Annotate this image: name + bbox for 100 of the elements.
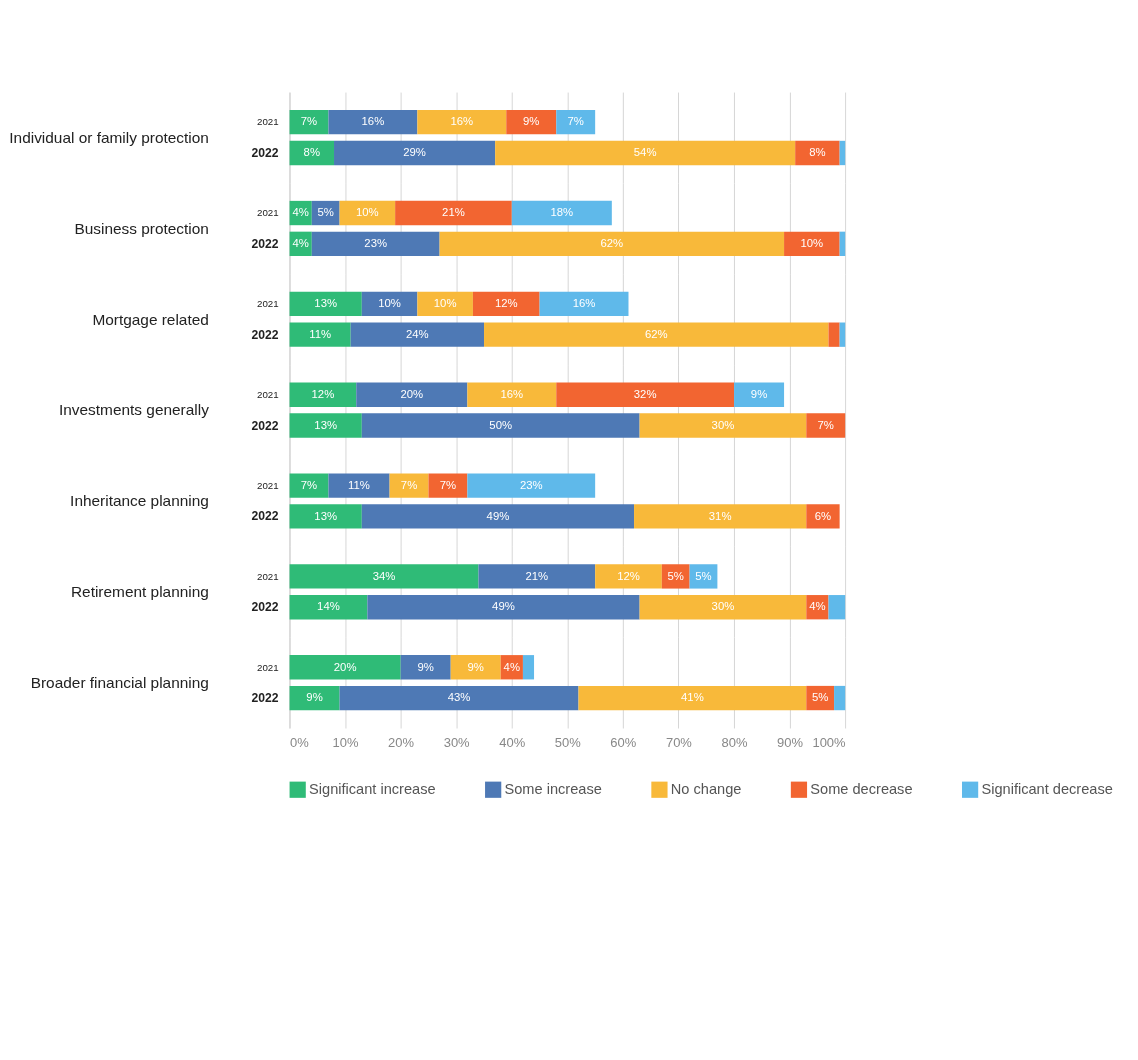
data-label: 11% (348, 478, 370, 491)
data-label: 49% (492, 600, 515, 613)
bar (522, 655, 535, 680)
data-label: 10% (378, 297, 401, 310)
bar (806, 413, 846, 438)
bar (289, 382, 357, 407)
bar (556, 382, 735, 407)
data-label: 7% (400, 478, 418, 491)
x-tick-label: 30% (443, 735, 471, 751)
bar (389, 473, 429, 498)
data-label: 10% (356, 206, 379, 219)
data-label: 62% (600, 237, 624, 250)
bar (578, 685, 807, 711)
y-tick-label: 2022 (251, 236, 279, 251)
data-label: 9% (467, 660, 484, 673)
data-label: 5% (811, 691, 829, 704)
bar (289, 291, 362, 317)
legend-label: Significant decrease (981, 780, 1113, 797)
bar (828, 322, 840, 347)
legend-label: Some increase (504, 780, 602, 797)
data-label: 23% (364, 237, 388, 250)
data-label: 13% (314, 509, 338, 522)
data-label: 21% (442, 206, 465, 219)
bar (828, 595, 846, 620)
data-label: 29% (403, 146, 426, 159)
bar (784, 231, 840, 256)
y-tick-label: 2021 (256, 298, 279, 310)
data-label: 34% (372, 569, 396, 582)
bar (539, 291, 629, 317)
data-label: 49% (486, 509, 510, 522)
x-tick-label: 40% (499, 735, 526, 751)
data-label: 9% (523, 115, 540, 128)
y-tick-label: 2022 (251, 327, 279, 342)
data-label: 9% (750, 387, 768, 400)
x-tick-label: 20% (388, 735, 415, 751)
data-label: 21% (525, 569, 549, 582)
data-label: 23% (519, 478, 543, 491)
bar (556, 110, 596, 135)
data-label: 7% (300, 115, 318, 128)
data-label: 31% (708, 509, 732, 522)
y-tick-label: 2022 (251, 600, 279, 615)
x-tick-label: 50% (554, 735, 582, 751)
data-label: 11% (309, 327, 332, 340)
bar (439, 231, 785, 256)
y-tick-label: 2021 (256, 661, 279, 673)
bar (634, 504, 807, 529)
text: Individual or family protection (9, 128, 209, 146)
x-tick-label: 60% (610, 735, 637, 751)
bar (361, 413, 640, 438)
data-label: 14% (317, 600, 340, 613)
bar (450, 655, 501, 680)
bar (417, 291, 473, 317)
data-label: 7% (439, 478, 457, 491)
data-label: 54% (633, 146, 657, 159)
x-tick-label: 100% (812, 735, 847, 751)
bar (311, 231, 440, 256)
data-label: 4% (503, 660, 521, 673)
bar (395, 200, 512, 226)
bar (795, 140, 840, 166)
data-label: 30% (711, 418, 735, 431)
bar (289, 655, 401, 680)
bar (661, 564, 690, 589)
data-label: 50% (489, 418, 513, 431)
data-label: 4% (809, 600, 826, 613)
bar (289, 564, 479, 589)
data-label: 24% (406, 327, 429, 340)
y-tick-label: 2021 (256, 479, 279, 491)
text: Business protection (74, 219, 209, 237)
bar (289, 595, 368, 620)
bar (472, 291, 540, 317)
data-label: 30% (711, 600, 735, 613)
data-label: 6% (814, 509, 832, 522)
bar (289, 473, 329, 498)
legend-label: Some decrease (810, 780, 913, 797)
data-label: 16% (450, 115, 474, 128)
legend-label: No change (670, 780, 742, 797)
text: Retirement planning (70, 583, 209, 601)
data-label: 8% (303, 146, 320, 159)
data-label: 32% (633, 387, 657, 400)
text: Inheritance planning (70, 492, 209, 510)
data-label: 16% (572, 297, 596, 310)
x-tick-label: 0% (289, 735, 310, 751)
data-label: 41% (681, 691, 704, 704)
bar (417, 110, 507, 135)
data-label: 16% (361, 115, 385, 128)
data-label: 13% (314, 418, 338, 431)
data-label: 5% (317, 206, 334, 219)
bar (289, 504, 362, 529)
bar (506, 110, 557, 135)
x-tick-label: 70% (665, 735, 693, 751)
bar (334, 140, 496, 166)
data-label: 12% (617, 569, 640, 582)
bar (495, 140, 796, 166)
y-tick-label: 2022 (251, 691, 279, 706)
text: Mortgage related (92, 310, 209, 328)
y-tick-label: 2022 (251, 418, 279, 433)
y-tick-label: 2022 (251, 146, 279, 161)
data-label: 10% (800, 237, 824, 250)
data-label: 9% (306, 691, 323, 704)
data-label: 10% (433, 297, 457, 310)
